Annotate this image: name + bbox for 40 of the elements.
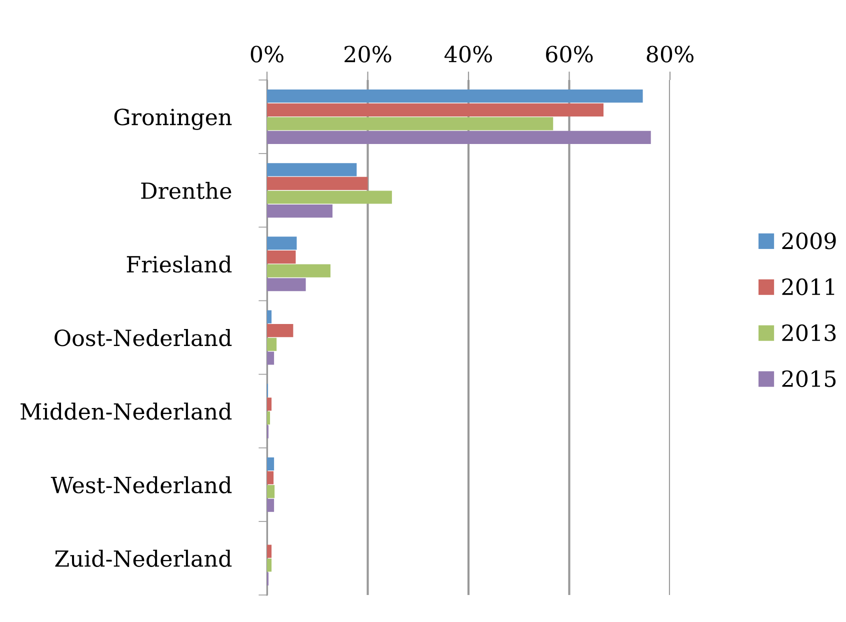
x-tick-label: 60% — [546, 46, 593, 62]
bar — [267, 471, 274, 484]
bar — [267, 278, 306, 292]
bar — [267, 338, 277, 351]
y-tick-label: Groningen — [114, 108, 232, 130]
bar — [267, 544, 272, 558]
y-tick-label: Zuid-Nederland — [55, 550, 232, 567]
legend-label: 2011 — [782, 278, 834, 296]
legend-label: 2015 — [782, 370, 836, 388]
bar — [267, 398, 272, 411]
y-tick-label: West-Nederland — [50, 476, 232, 494]
x-tick-label: 80% — [646, 46, 694, 62]
bar — [267, 352, 274, 365]
bar — [267, 310, 272, 324]
legend-label: 2009 — [782, 232, 836, 250]
bar — [267, 163, 357, 176]
bar — [267, 264, 330, 278]
bar — [267, 176, 368, 190]
bar — [267, 130, 651, 144]
bar — [267, 204, 332, 218]
legend-label: 2013 — [782, 324, 836, 342]
x-tick-label: 0% — [250, 46, 284, 62]
bar — [267, 250, 296, 264]
bar — [267, 498, 274, 512]
y-tick-label: Drenthe — [141, 182, 232, 200]
y-tick-label: Friesland — [126, 255, 232, 273]
bar — [267, 117, 554, 130]
bar — [267, 411, 270, 425]
x-tick-label: 40% — [444, 46, 492, 62]
bar — [267, 90, 643, 103]
y-tick-label: Midden-Nederland — [20, 402, 232, 420]
bar — [267, 324, 294, 338]
bar — [267, 457, 274, 471]
bar — [267, 484, 275, 498]
x-tick-label: 20% — [344, 46, 392, 62]
y-tick-label: Oost-Nederland — [54, 329, 232, 346]
bar — [267, 103, 604, 116]
bar — [267, 558, 272, 572]
bar — [267, 236, 297, 250]
bar — [267, 190, 392, 204]
